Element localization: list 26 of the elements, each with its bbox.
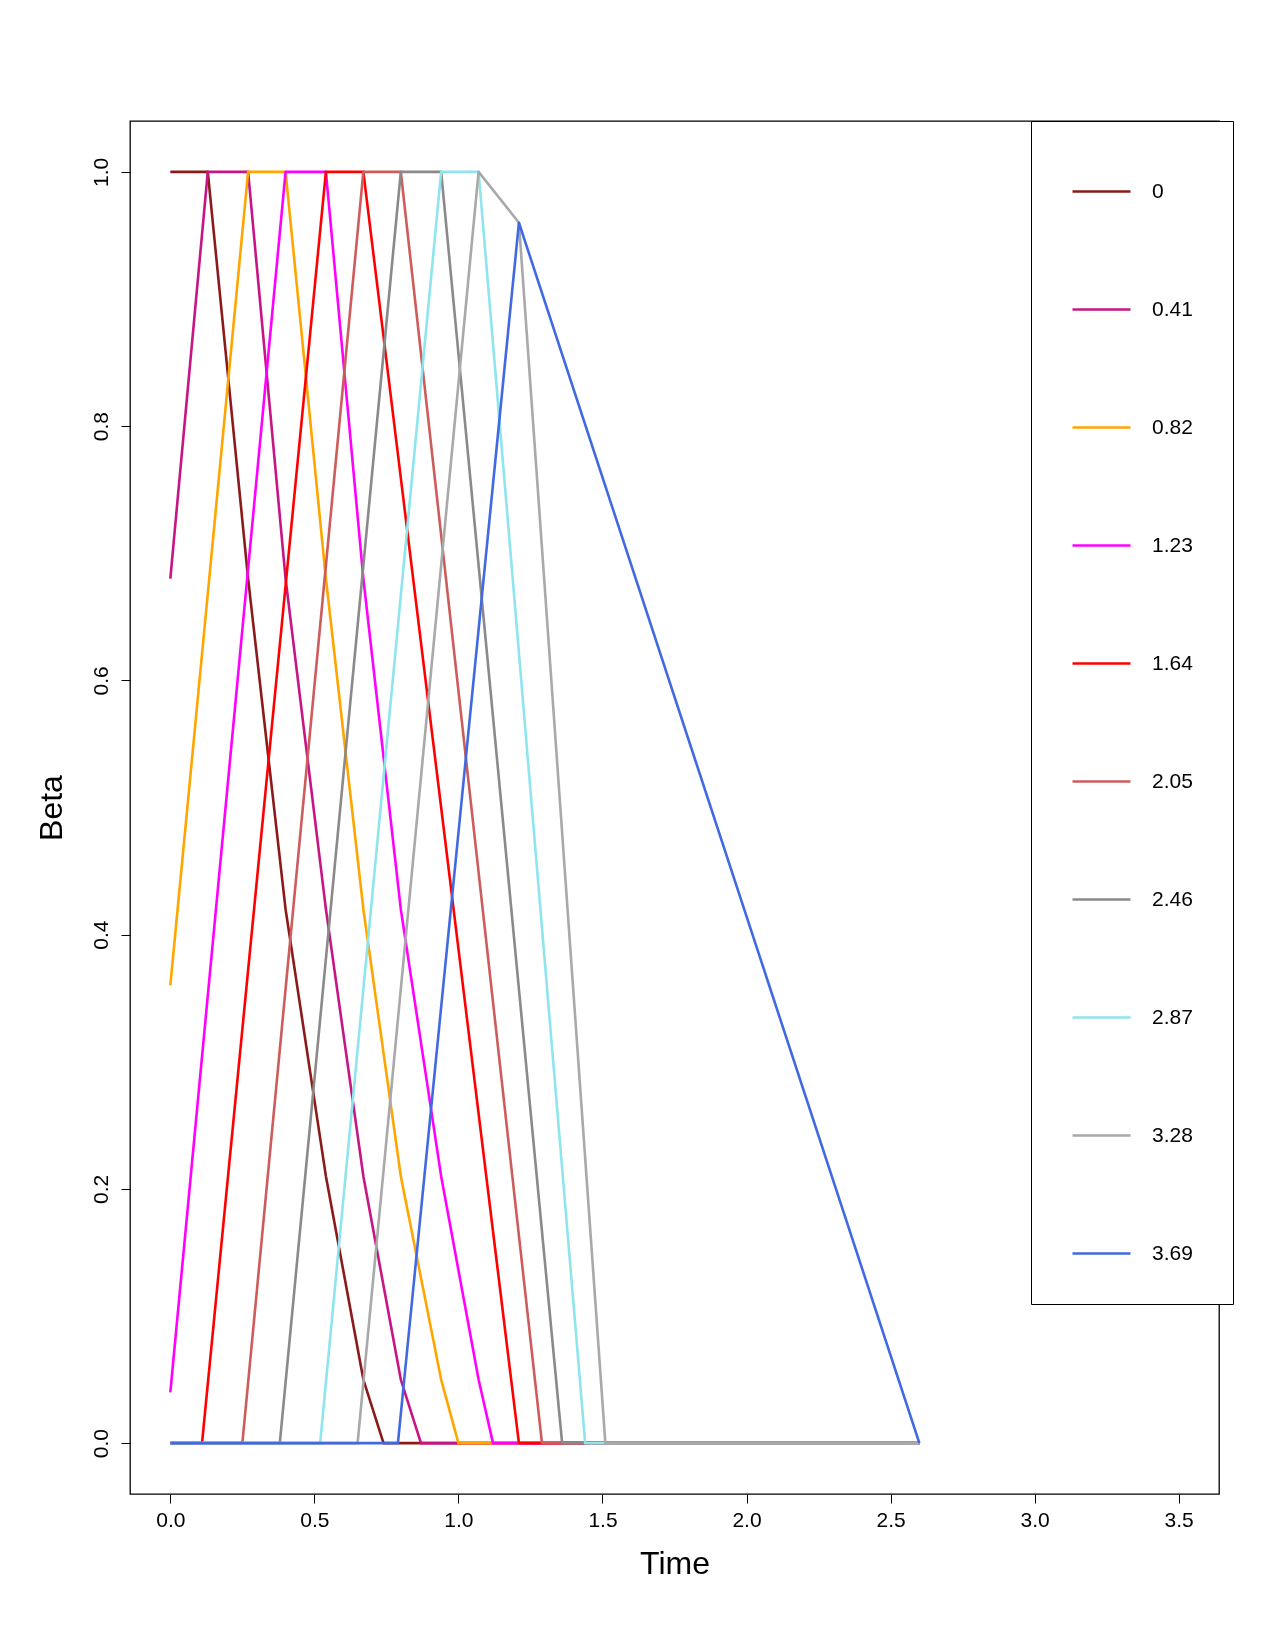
y-tick-label: 0.8 xyxy=(88,412,112,442)
x-tick-label: 1.0 xyxy=(444,1507,474,1531)
x-tick-label: 3.5 xyxy=(1164,1507,1194,1531)
legend-label: 2.05 xyxy=(1152,768,1193,792)
legend-label: 1.23 xyxy=(1152,532,1193,556)
legend-label: 3.69 xyxy=(1152,1240,1193,1264)
legend-label: 1.64 xyxy=(1152,650,1194,674)
y-axis-title: Beta xyxy=(32,774,69,841)
legend-label: 3.28 xyxy=(1152,1122,1193,1146)
x-tick-label: 1.5 xyxy=(588,1507,618,1531)
legend-label: 0.82 xyxy=(1152,414,1193,438)
x-tick-label: 0.0 xyxy=(156,1507,186,1531)
y-tick-label: 0.6 xyxy=(88,666,112,696)
x-tick-label: 2.0 xyxy=(732,1507,762,1531)
x-tick-label: 2.5 xyxy=(876,1507,906,1531)
legend-label: 2.46 xyxy=(1152,886,1193,910)
y-tick-label: 0.2 xyxy=(88,1174,112,1204)
x-tick-label: 3.0 xyxy=(1020,1507,1050,1531)
legend-label: 0 xyxy=(1152,178,1164,202)
y-tick-label: 0.0 xyxy=(88,1429,112,1459)
y-tick-label: 0.4 xyxy=(88,920,112,950)
x-axis-title: Time xyxy=(640,1544,710,1581)
y-tick-label: 1.0 xyxy=(88,157,112,187)
legend-label: 2.87 xyxy=(1152,1004,1193,1028)
legend-label: 0.41 xyxy=(1152,296,1193,320)
x-tick-label: 0.5 xyxy=(300,1507,330,1531)
